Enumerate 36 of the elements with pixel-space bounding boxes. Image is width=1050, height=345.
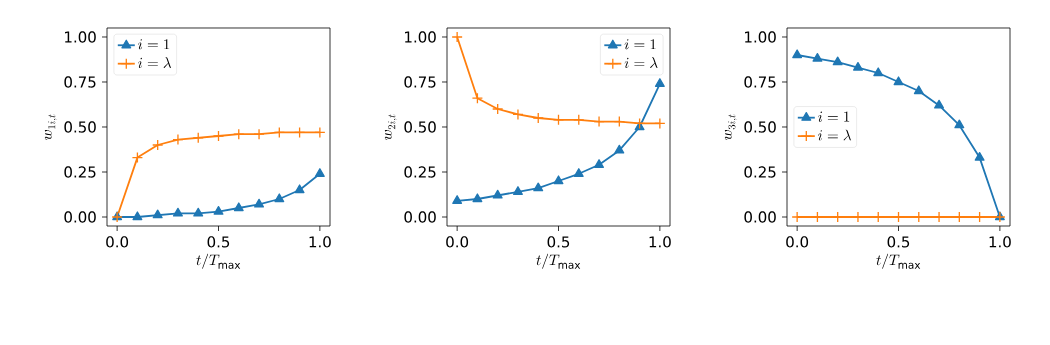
x-tick-label: 0.5 bbox=[887, 236, 910, 248]
y-axis-title: $w_{1i,t}$ bbox=[44, 114, 58, 140]
y-tick-label: 0.50 bbox=[64, 121, 96, 133]
x-axis-title: $t/T_{\mathrm{max}}$ bbox=[536, 253, 581, 269]
y-tick-label: 0.75 bbox=[404, 76, 436, 88]
x-tick-label: 0.0 bbox=[446, 236, 469, 248]
y-tick-label: 0.25 bbox=[64, 166, 96, 178]
y-tick-label: 0.50 bbox=[744, 121, 776, 133]
y-tick-label: 0.00 bbox=[744, 211, 776, 223]
legend-label: $i=\lambda$ bbox=[818, 129, 852, 141]
y-axis-title: $w_{2i,t}$ bbox=[384, 114, 398, 140]
y-tick-label: 1.00 bbox=[65, 31, 96, 43]
y-tick-label: 0.00 bbox=[404, 211, 436, 223]
legend-label: $i=1$ bbox=[624, 39, 656, 50]
x-axis-title: $t/T_{\mathrm{max}}$ bbox=[196, 253, 241, 269]
y-tick-label: 1.00 bbox=[405, 31, 436, 43]
y-tick-label: 1.00 bbox=[745, 31, 776, 43]
y-tick-label: 0.25 bbox=[744, 166, 776, 178]
legend-label: $i=\lambda$ bbox=[138, 57, 172, 68]
x-axis-title: $t/T_{\mathrm{max}}$ bbox=[876, 253, 921, 269]
legend-label: $i=1$ bbox=[818, 111, 850, 122]
y-tick-label: 0.75 bbox=[744, 76, 776, 88]
x-tick-label: 0.5 bbox=[207, 236, 230, 248]
y-tick-label: 0.25 bbox=[404, 166, 436, 178]
x-tick-label: 1.0 bbox=[309, 236, 331, 248]
x-tick-label: 1.0 bbox=[989, 236, 1011, 248]
legend-label: $i=\lambda$ bbox=[624, 57, 658, 68]
x-tick-label: 1.0 bbox=[649, 236, 671, 248]
y-tick-label: 0.50 bbox=[404, 121, 436, 133]
y-axis-title: $w_{3i,t}$ bbox=[724, 114, 738, 140]
y-tick-label: 0.75 bbox=[64, 76, 96, 88]
x-tick-label: 0.0 bbox=[106, 236, 129, 248]
legend-label: $i=1$ bbox=[138, 39, 170, 50]
x-tick-label: 0.5 bbox=[547, 236, 570, 248]
y-tick-label: 0.00 bbox=[64, 211, 96, 223]
x-tick-label: 0.0 bbox=[786, 236, 809, 248]
